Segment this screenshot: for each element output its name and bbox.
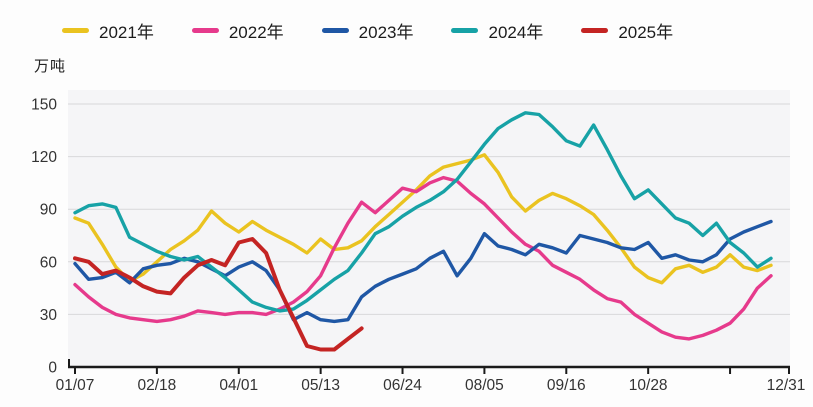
y-axis-unit-label: 万吨	[34, 58, 67, 75]
legend-label: 2021年	[99, 23, 154, 42]
legend-item-2022[interactable]: 2022年	[191, 18, 284, 43]
x-tick-label-09/16: 09/16	[547, 377, 586, 394]
legend-item-2023[interactable]: 2023年	[321, 18, 414, 43]
series-line-2023	[73, 219, 773, 324]
plot-area	[68, 90, 790, 367]
legend-item-2025[interactable]: 2025年	[581, 18, 673, 43]
y-tick-label-30: 30	[40, 307, 58, 324]
x-tick-label-06/24: 06/24	[383, 377, 422, 394]
chart-legend: 2021年 2022年 2023年 2024年 2025年	[62, 18, 673, 43]
legend-swatch-icon	[321, 28, 349, 33]
y-tick-label-60: 60	[40, 254, 58, 271]
legend-label: 2022年	[228, 23, 284, 42]
legend-swatch-icon	[581, 28, 609, 33]
series-line-2024	[73, 111, 773, 313]
x-tick-label-08/05: 08/05	[465, 377, 504, 394]
y-tick-label-90: 90	[40, 202, 58, 219]
legend-label: 2025年	[618, 23, 674, 42]
legend-label: 2024年	[488, 23, 544, 42]
legend-swatch-icon	[62, 28, 89, 33]
x-tick-label-12/31: 12/31	[767, 377, 806, 394]
legend-label: 2023年	[358, 23, 414, 42]
y-tick-label-150: 150	[31, 97, 57, 114]
series-line-2021	[73, 153, 773, 285]
x-tick-label-05/13: 05/13	[301, 377, 340, 394]
series-line-2022	[73, 175, 773, 341]
legend-swatch-icon	[191, 28, 219, 33]
y-tick-label-0: 0	[48, 360, 57, 377]
y-tick-label-120: 120	[31, 149, 57, 166]
legend-item-2021[interactable]: 2021年	[62, 18, 154, 43]
x-tick-label-01/07: 01/07	[56, 377, 95, 394]
series-line-2025	[73, 237, 364, 352]
legend-swatch-icon	[451, 28, 479, 33]
legend-item-2024[interactable]: 2024年	[451, 18, 543, 43]
x-tick-label-02/18: 02/18	[137, 377, 176, 394]
x-tick-label-04/01: 04/01	[219, 377, 258, 394]
x-tick-label-10/28: 10/28	[629, 377, 668, 394]
